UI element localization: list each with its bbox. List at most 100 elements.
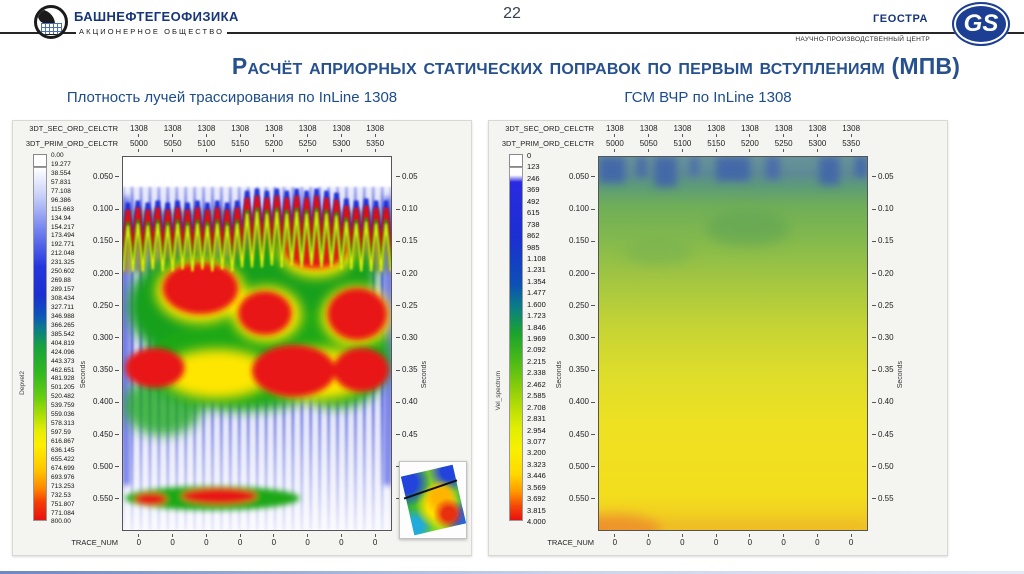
header-value: 5150 (223, 139, 257, 152)
colorbar-tick: 713.253 (51, 482, 75, 490)
header-value: 1308 (598, 124, 632, 137)
y-tick: 0.35 (872, 366, 904, 374)
y-tick: 0.500 (563, 462, 595, 471)
x-tick-value: 0 (733, 534, 767, 547)
y-tick: 0.20 (872, 269, 904, 278)
header-value: 1308 (834, 124, 868, 137)
colorbar-tick: 636.145 (51, 446, 75, 454)
colorbar-zero-swatch (33, 154, 47, 167)
y-tick: 0.45 (396, 430, 428, 439)
colorbar-tick: 96.386 (51, 196, 71, 204)
y-tick: 0.15 (872, 237, 904, 245)
header-divider-line (0, 32, 1024, 34)
x-tick-value: 0 (291, 534, 325, 547)
y-axis-label-right: Seconds (897, 361, 904, 389)
inline-location-line (404, 479, 458, 500)
y-tick: 0.200 (87, 269, 119, 278)
colorbar-tick: 3.323 (527, 459, 546, 469)
header-value: 1308 (733, 124, 767, 137)
y-axis-label-left: Seconds (80, 361, 87, 389)
colorbar-tick: 862 (527, 231, 540, 241)
colorbar-tick: 1.354 (527, 276, 546, 286)
colorbar-ticks: 0.00 19.277 38.554 57.831 77.108 96.386 115.66… (51, 152, 87, 526)
header-value: 1308 (358, 124, 392, 137)
colorbar-tick: 771.084 (51, 509, 75, 517)
header-value: 5300 (325, 139, 359, 152)
colorbar-tick: 985 (527, 242, 540, 252)
header-value: 1308 (223, 124, 257, 137)
colorbar-tick: 0 (527, 151, 532, 160)
slide-title: Расчёт априорных статических поправок по… (231, 53, 961, 79)
header-value: 1308 (666, 124, 700, 137)
x-axis-label: TRACE_NUM (71, 538, 118, 547)
colorbar-tick: 462.651 (51, 366, 75, 374)
y-tick: 0.25 (396, 301, 428, 310)
location-map-image (400, 464, 467, 536)
x-tick-value: 0 (122, 534, 156, 547)
y-tick: 0.200 (563, 269, 595, 278)
header-row-sec-label: 3DT_SEC_ORD_CELCTR (29, 124, 118, 133)
header-value: 1308 (767, 124, 801, 137)
colorbar-tick: 346.988 (51, 312, 75, 320)
colorbar-tick: 246 (527, 173, 540, 183)
colorbar-tick: 385.542 (51, 330, 75, 338)
colorbar-tick: 1.723 (527, 311, 546, 321)
colorbar-tick: 173.494 (51, 232, 75, 240)
y-tick: 0.250 (87, 301, 119, 310)
header-value: 1308 (190, 124, 224, 137)
y-tick: 0.30 (872, 333, 904, 342)
x-axis-label: TRACE_NUM (547, 538, 594, 547)
y-tick: 0.300 (87, 333, 119, 342)
colorbar-tick: 404.819 (51, 339, 75, 347)
colorbar-axis-label: Depvel2 (19, 371, 26, 395)
colorbar-tick: 2.831 (527, 414, 546, 424)
header-value: 5100 (666, 139, 700, 152)
y-tick: 0.10 (872, 205, 904, 213)
y-tick: 0.25 (872, 301, 904, 310)
colorbar-tick: 800.00 (51, 518, 71, 526)
velocity-model-plot (598, 156, 868, 531)
colorbar-tick: 3.815 (527, 505, 546, 515)
header-value: 5250 (291, 139, 325, 152)
footer-accent-line (0, 571, 1024, 574)
logo-leaf-shape (38, 9, 55, 24)
header-value: 1308 (801, 124, 835, 137)
header-row-sec-values: 1308 1308 1308 1308 1308 1308 1308 1308 (122, 124, 392, 137)
y-tick: 0.400 (563, 398, 595, 406)
x-tick-value: 0 (834, 534, 868, 547)
colorbar-tick: 2.708 (527, 402, 546, 412)
colorbar-tick: 539.759 (51, 402, 75, 410)
colorbar-gradient (33, 167, 47, 521)
colorbar-tick: 327.711 (51, 303, 75, 311)
y-tick: 0.550 (87, 494, 119, 503)
colorbar-tick: 366.265 (51, 321, 75, 329)
colorbar-tick: 616.867 (51, 438, 75, 445)
colorbar-tick: 424.096 (51, 348, 75, 356)
colorbar-tick: 615 (527, 208, 540, 218)
colorbar-tick: 738 (527, 219, 540, 229)
colorbar-tick: 693.976 (51, 473, 75, 481)
colorbar-tick: 1.108 (527, 253, 546, 263)
colorbar-tick: 192.771 (51, 241, 75, 249)
x-tick-value: 0 (257, 534, 291, 547)
colorbar-tick: 2.092 (527, 345, 546, 355)
y-tick: 0.400 (87, 398, 119, 406)
y-tick: 0.05 (396, 173, 428, 181)
y-tick: 0.50 (872, 462, 904, 471)
y-tick: 0.350 (563, 366, 595, 374)
colorbar-tick: 3.569 (527, 482, 546, 492)
colorbar-tick: 19.277 (51, 160, 71, 168)
header-value: 1308 (291, 124, 325, 137)
ray-density-panel: 3DT_SEC_ORD_CELCTR 1308 1308 1308 1308 1308 1… (12, 120, 472, 556)
x-tick-value: 0 (223, 534, 257, 547)
colorbar-tick: 2.462 (527, 379, 546, 389)
right-panel-subtitle: ГСМ ВЧР по InLine 1308 (624, 89, 792, 106)
header-value: 5200 (733, 139, 767, 152)
colorbar-tick: 123 (527, 162, 540, 172)
y-axis-label-right: Seconds (421, 361, 428, 389)
colorbar-tick: 655.422 (51, 455, 75, 463)
colorbar-tick: 732.53 (51, 491, 71, 499)
